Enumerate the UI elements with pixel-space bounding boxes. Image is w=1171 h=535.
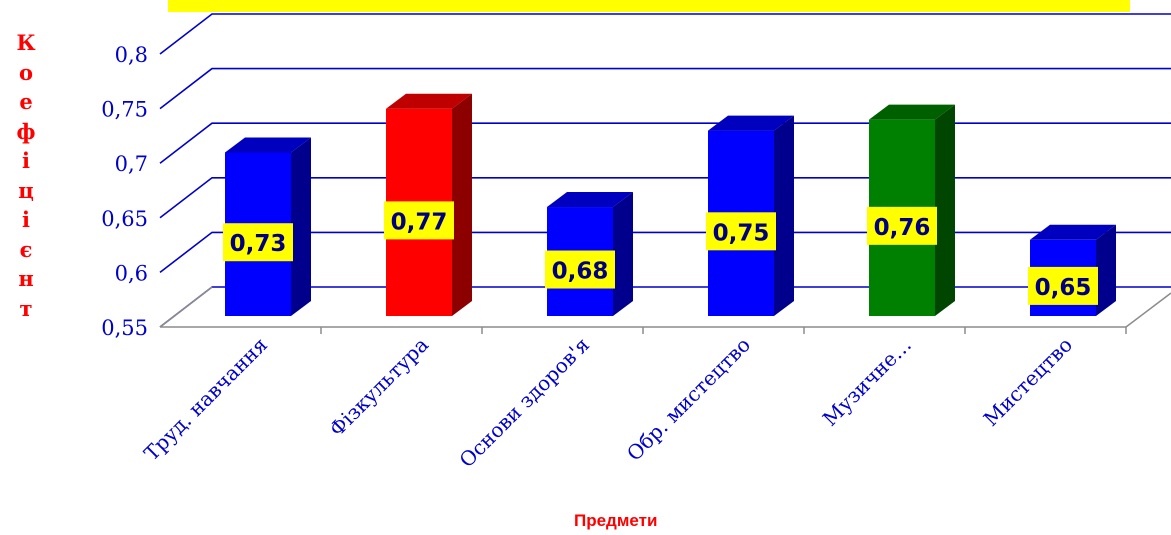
data-label-box <box>867 206 937 245</box>
bar-side <box>291 137 311 316</box>
gridline <box>159 231 1171 274</box>
gridline <box>159 67 1171 110</box>
y-axis-title-letter: і <box>22 207 30 232</box>
data-label: 0,65 <box>1028 266 1098 305</box>
bar-side <box>935 104 955 317</box>
data-label-text: 0,73 <box>230 231 287 257</box>
grid-lines <box>159 13 1171 334</box>
data-labels: 0,73 0,77 0,68 0,75 0,76 0,65 <box>223 201 1098 305</box>
bar-top <box>869 104 955 120</box>
data-label-box <box>384 201 454 240</box>
y-axis-title-letter: і <box>22 148 30 173</box>
bars <box>225 93 1116 317</box>
bar-top <box>386 93 472 109</box>
gridline <box>159 286 1171 328</box>
data-label-box <box>545 250 615 289</box>
data-label-text: 0,65 <box>1035 275 1092 301</box>
y-axis-title-letter: є <box>19 236 33 262</box>
y-tick-label: 0,8 <box>115 43 148 67</box>
floor-side-edge <box>1125 292 1171 328</box>
x-tick-labels: Труд. навчання Фізкультура Основи здоров'я… <box>139 333 1077 473</box>
y-axis-title-letter: е <box>19 89 33 114</box>
data-label-box <box>1028 266 1098 305</box>
y-axis-title-letter: т <box>19 295 33 321</box>
data-label: 0,77 <box>384 201 454 240</box>
x-tick-label: Обр. мистецтво <box>622 333 755 466</box>
y-axis-title-letter: ф <box>16 118 36 144</box>
data-label-text: 0,77 <box>391 209 448 235</box>
x-tick-label: Основи здоров'я <box>454 333 594 473</box>
bar-top <box>1030 224 1116 240</box>
chart-title-box <box>168 0 1130 12</box>
y-tick-label: 0,6 <box>115 261 148 285</box>
y-tick-labels: 0,55 0,6 0,65 0,7 0,75 0,8 <box>101 43 148 340</box>
y-tick-label: 0,7 <box>115 152 148 176</box>
y-tick-label: 0,65 <box>101 207 148 231</box>
x-tick-label: Труд. навчання <box>139 333 272 466</box>
gridline <box>159 177 1171 219</box>
y-axis-title-letter: К <box>16 30 36 55</box>
data-label-box <box>706 212 776 251</box>
data-label-box <box>223 223 293 262</box>
data-label: 0,76 <box>867 206 937 245</box>
x-axis-title: Предмети <box>574 511 658 530</box>
x-tick-label: Музичне… <box>818 333 916 431</box>
bar-top <box>547 192 633 208</box>
y-axis-title-letter: н <box>18 266 34 291</box>
x-tick-label: Фізкультура <box>325 333 433 441</box>
bar-top <box>225 137 311 153</box>
data-label-text: 0,68 <box>552 259 609 285</box>
bar-side <box>774 115 794 316</box>
bar-top <box>708 115 794 131</box>
x-tick-label: Мистецтво <box>979 333 1077 431</box>
bar-side <box>452 93 472 316</box>
data-label: 0,75 <box>706 212 776 251</box>
gridline <box>159 122 1171 164</box>
bar-side <box>613 192 633 316</box>
data-label: 0,73 <box>223 223 293 262</box>
y-tick-label: 0,55 <box>101 316 148 340</box>
y-axis-title-letter: о <box>18 59 33 85</box>
gridline <box>159 13 1171 55</box>
floor-left-edge <box>159 286 213 328</box>
data-label-text: 0,75 <box>713 220 770 246</box>
data-label-text: 0,76 <box>874 215 931 241</box>
bar-side <box>1096 224 1116 316</box>
y-axis-title-letter: ц <box>18 177 34 203</box>
y-tick-label: 0,75 <box>101 98 148 122</box>
data-label: 0,68 <box>545 250 615 289</box>
